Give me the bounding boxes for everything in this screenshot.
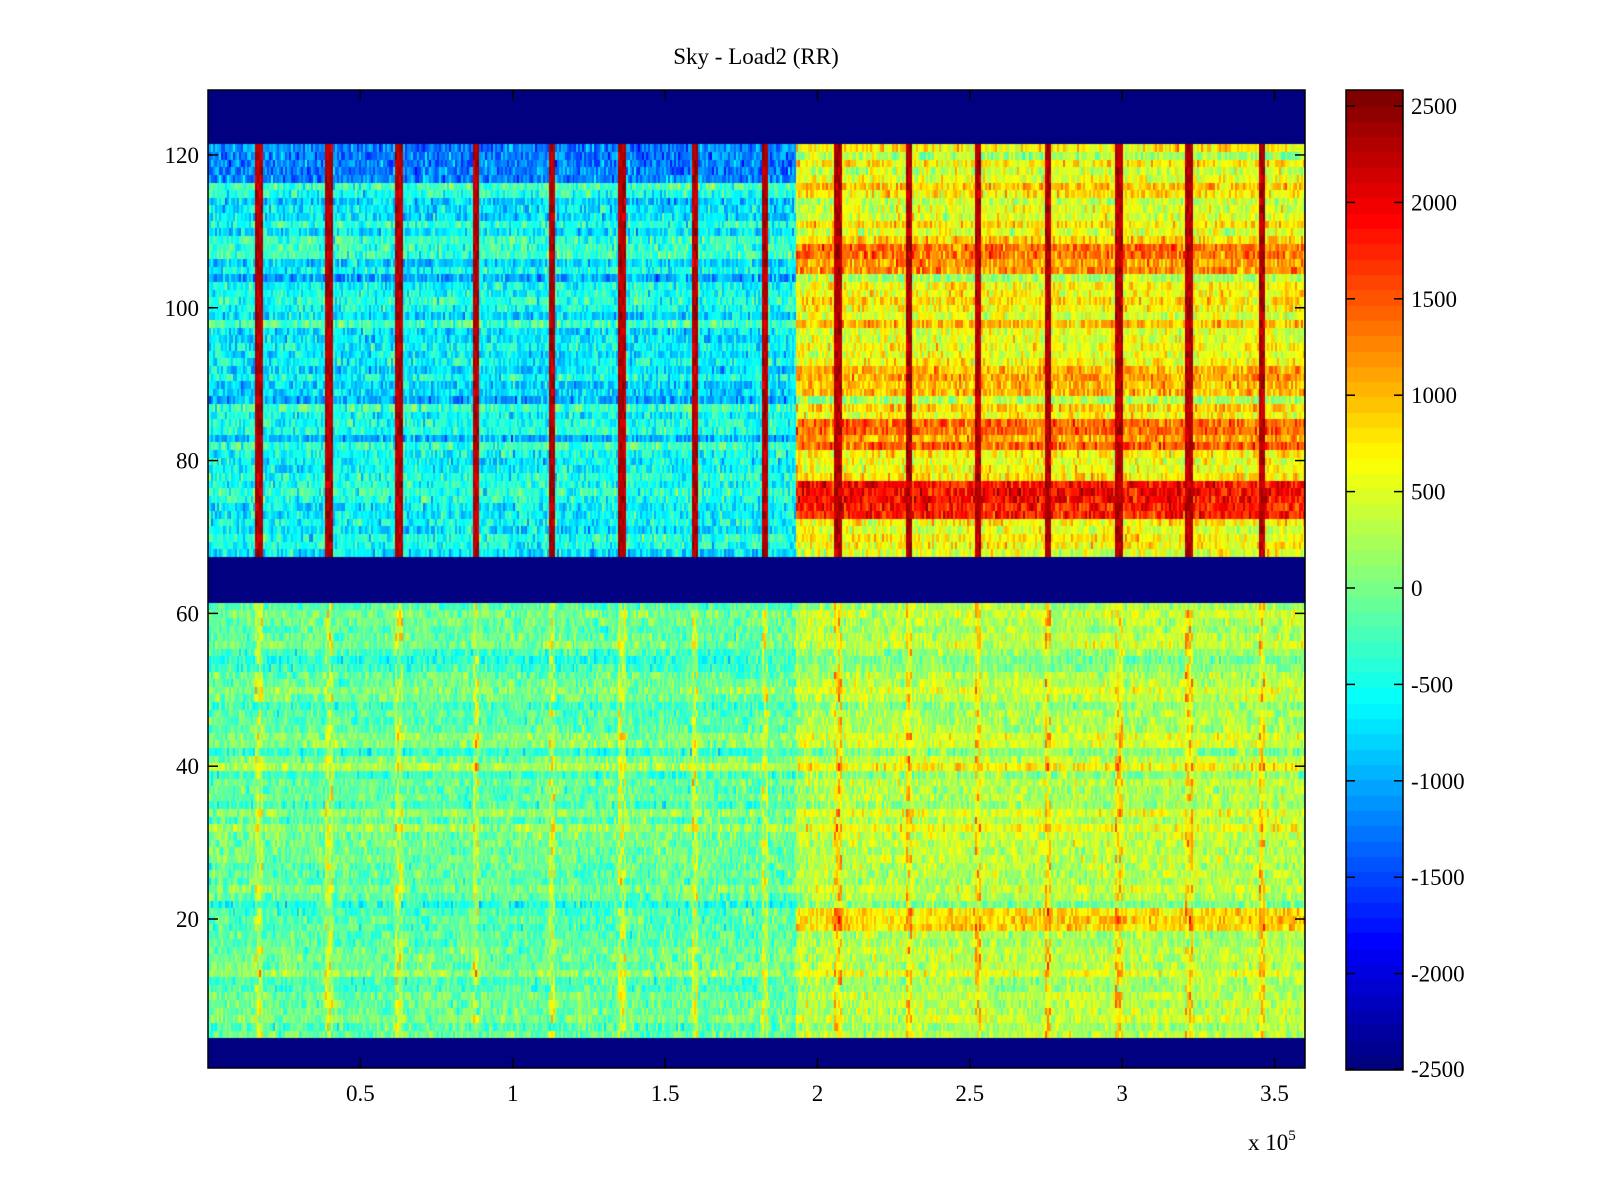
colorbar-tick-label: -2500 [1411,1057,1465,1082]
x-tick-label: 1 [507,1081,519,1106]
y-tick-label: 40 [176,754,199,779]
colorbar-tick-label: -2000 [1411,962,1465,987]
x-tick-label: 0.5 [346,1081,375,1106]
x-tick-label: 3 [1116,1081,1128,1106]
colorbar [1346,90,1403,1070]
chart-title: Sky - Load2 (RR) [673,44,839,69]
x-multiplier-text: x 10 [1248,1130,1289,1155]
x-tick-label: 2.5 [955,1081,984,1106]
colorbar-tick-label: 2000 [1411,190,1457,215]
colorbar-tick-label: 2500 [1411,94,1457,119]
y-tick-label: 120 [165,143,200,168]
y-tick-label: 20 [176,907,199,932]
y-tick-label: 60 [176,601,199,626]
colorbar-tick-label: -500 [1411,672,1453,697]
colorbar-tick-label: -1500 [1411,865,1465,890]
x-axis-multiplier: x 105 [1248,1128,1296,1156]
x-tick-label: 1.5 [651,1081,680,1106]
x-multiplier-exponent: 5 [1288,1128,1296,1144]
x-tick-label: 2 [812,1081,824,1106]
colorbar-tick-label: 0 [1411,576,1423,601]
colorbar-tick-label: -1000 [1411,769,1465,794]
x-tick-label: 3.5 [1260,1081,1289,1106]
colorbar-tick-label: 1500 [1411,287,1457,312]
y-tick-label: 100 [165,296,200,321]
colorbar-frame [1345,89,1404,1071]
colorbar-tick-label: 1000 [1411,383,1457,408]
colorbar-tick-label: 500 [1411,480,1446,505]
y-tick-label: 80 [176,449,199,474]
plot-frame [207,89,1306,1069]
heatmap-image [208,90,1305,1068]
